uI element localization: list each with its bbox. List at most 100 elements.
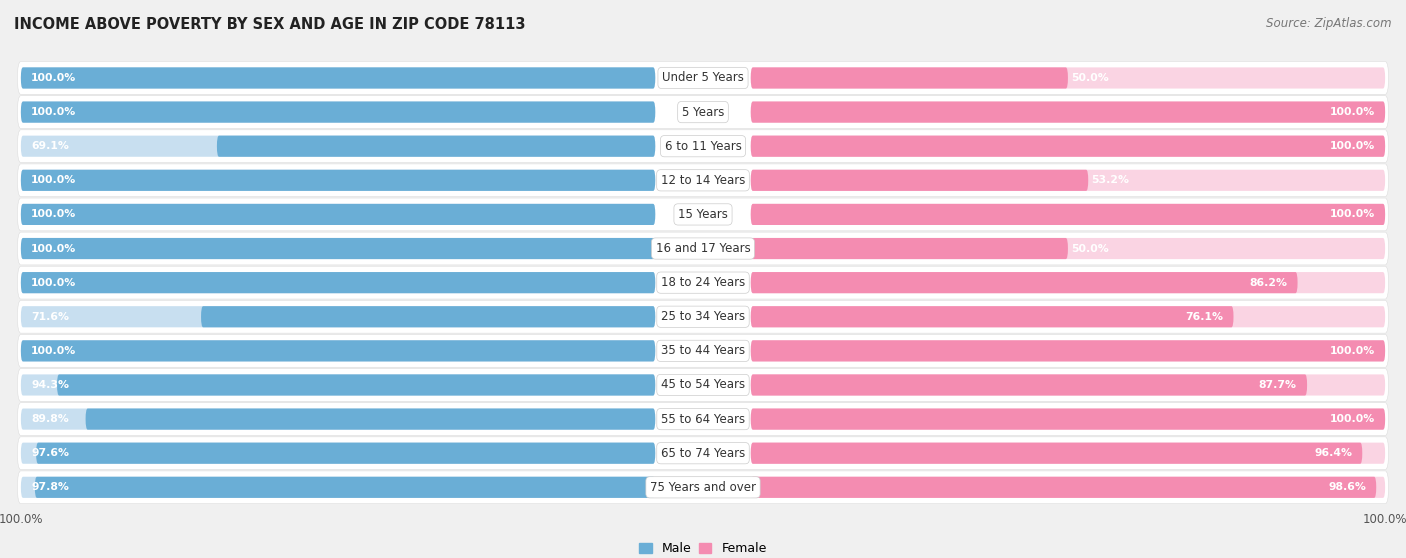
FancyBboxPatch shape [21,102,655,123]
FancyBboxPatch shape [21,204,655,225]
Text: 98.6%: 98.6% [1329,482,1367,492]
FancyBboxPatch shape [751,374,1385,396]
Text: 25 to 34 Years: 25 to 34 Years [661,310,745,323]
FancyBboxPatch shape [21,272,655,293]
Text: 94.3%: 94.3% [31,380,69,390]
FancyBboxPatch shape [21,408,655,430]
Text: INCOME ABOVE POVERTY BY SEX AND AGE IN ZIP CODE 78113: INCOME ABOVE POVERTY BY SEX AND AGE IN Z… [14,17,526,32]
Text: 100.0%: 100.0% [31,107,76,117]
FancyBboxPatch shape [37,442,655,464]
FancyBboxPatch shape [17,130,1389,162]
Text: 100.0%: 100.0% [31,346,76,356]
Text: 18 to 24 Years: 18 to 24 Years [661,276,745,289]
FancyBboxPatch shape [17,437,1389,470]
Text: 75 Years and over: 75 Years and over [650,481,756,494]
Text: 86.2%: 86.2% [1250,278,1288,287]
Text: 100.0%: 100.0% [1330,209,1375,219]
FancyBboxPatch shape [751,477,1385,498]
FancyBboxPatch shape [21,238,655,259]
FancyBboxPatch shape [58,374,655,396]
FancyBboxPatch shape [35,477,655,498]
FancyBboxPatch shape [751,68,1385,89]
FancyBboxPatch shape [751,102,1385,123]
Text: 100.0%: 100.0% [1330,414,1375,424]
Text: Source: ZipAtlas.com: Source: ZipAtlas.com [1267,17,1392,30]
FancyBboxPatch shape [751,340,1385,362]
FancyBboxPatch shape [86,408,655,430]
FancyBboxPatch shape [751,442,1362,464]
FancyBboxPatch shape [17,232,1389,265]
FancyBboxPatch shape [751,136,1385,157]
FancyBboxPatch shape [751,306,1385,328]
Text: 71.6%: 71.6% [31,312,69,322]
Text: 100.0%: 100.0% [1330,346,1375,356]
Text: 100.0%: 100.0% [1330,107,1375,117]
Text: 50.0%: 50.0% [1071,243,1109,253]
FancyBboxPatch shape [751,170,1088,191]
Text: 6 to 11 Years: 6 to 11 Years [665,140,741,153]
FancyBboxPatch shape [21,238,655,259]
Text: 55 to 64 Years: 55 to 64 Years [661,412,745,426]
FancyBboxPatch shape [17,266,1389,299]
Text: 97.6%: 97.6% [31,448,69,458]
FancyBboxPatch shape [217,136,655,157]
Text: 65 to 74 Years: 65 to 74 Years [661,447,745,460]
FancyBboxPatch shape [201,306,655,328]
Legend: Male, Female: Male, Female [634,537,772,558]
FancyBboxPatch shape [17,300,1389,333]
FancyBboxPatch shape [17,164,1389,197]
Text: 15 Years: 15 Years [678,208,728,221]
FancyBboxPatch shape [751,68,1069,89]
Text: 35 to 44 Years: 35 to 44 Years [661,344,745,357]
Text: 76.1%: 76.1% [1185,312,1223,322]
FancyBboxPatch shape [21,306,655,328]
FancyBboxPatch shape [751,374,1308,396]
FancyBboxPatch shape [751,238,1069,259]
FancyBboxPatch shape [751,272,1298,293]
FancyBboxPatch shape [751,102,1385,123]
FancyBboxPatch shape [751,238,1385,259]
Text: 50.0%: 50.0% [1071,73,1109,83]
FancyBboxPatch shape [17,198,1389,231]
FancyBboxPatch shape [21,136,655,157]
FancyBboxPatch shape [751,340,1385,362]
Text: 89.8%: 89.8% [31,414,69,424]
Text: 100.0%: 100.0% [31,243,76,253]
FancyBboxPatch shape [17,403,1389,435]
FancyBboxPatch shape [21,340,655,362]
FancyBboxPatch shape [751,204,1385,225]
FancyBboxPatch shape [751,170,1385,191]
Text: 100.0%: 100.0% [31,209,76,219]
Text: 100.0%: 100.0% [31,175,76,185]
Text: 16 and 17 Years: 16 and 17 Years [655,242,751,255]
FancyBboxPatch shape [21,442,655,464]
FancyBboxPatch shape [751,442,1385,464]
FancyBboxPatch shape [751,408,1385,430]
FancyBboxPatch shape [21,170,655,191]
FancyBboxPatch shape [17,61,1389,94]
Text: 100.0%: 100.0% [1330,141,1375,151]
FancyBboxPatch shape [21,170,655,191]
Text: 45 to 54 Years: 45 to 54 Years [661,378,745,392]
Text: 87.7%: 87.7% [1258,380,1296,390]
FancyBboxPatch shape [17,471,1389,504]
FancyBboxPatch shape [21,68,655,89]
FancyBboxPatch shape [21,204,655,225]
FancyBboxPatch shape [751,306,1233,328]
Text: 96.4%: 96.4% [1315,448,1353,458]
FancyBboxPatch shape [751,477,1376,498]
FancyBboxPatch shape [21,272,655,293]
Text: 97.8%: 97.8% [31,482,69,492]
FancyBboxPatch shape [751,136,1385,157]
Text: 100.0%: 100.0% [31,278,76,287]
FancyBboxPatch shape [21,477,655,498]
Text: 100.0%: 100.0% [31,73,76,83]
Text: Under 5 Years: Under 5 Years [662,71,744,84]
FancyBboxPatch shape [21,102,655,123]
Text: 69.1%: 69.1% [31,141,69,151]
FancyBboxPatch shape [17,334,1389,367]
FancyBboxPatch shape [751,272,1385,293]
FancyBboxPatch shape [21,340,655,362]
Text: 53.2%: 53.2% [1091,175,1129,185]
FancyBboxPatch shape [17,369,1389,401]
